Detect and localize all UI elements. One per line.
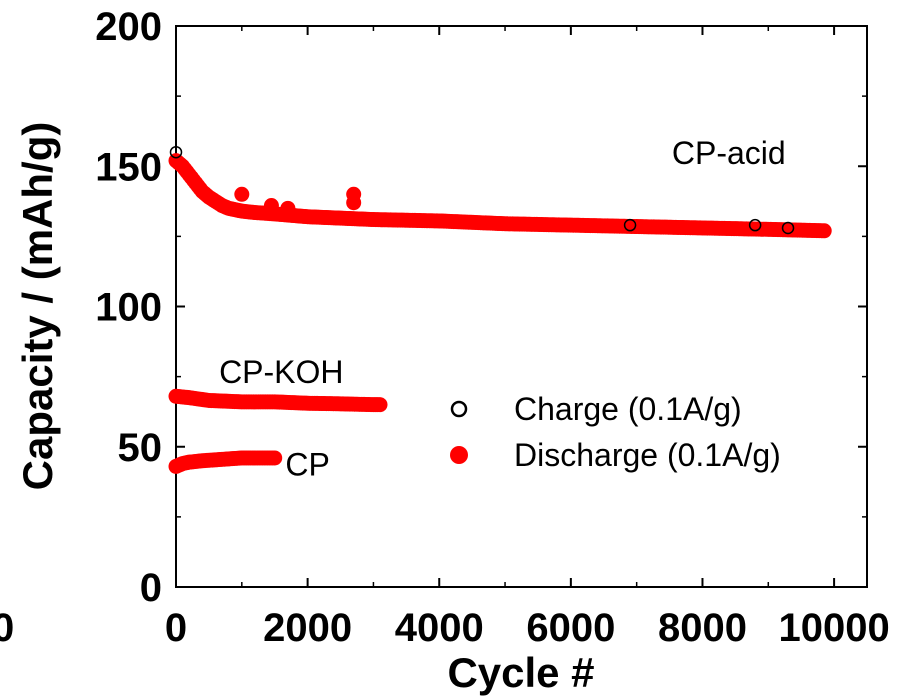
discharge-outlier-point: [234, 186, 250, 202]
series-layer: [168, 153, 832, 474]
y-tick-label: 0: [140, 566, 162, 610]
legend-charge-label: Charge (0.1A/g): [514, 391, 742, 427]
discharge-point: [372, 397, 388, 413]
charge-point: [169, 145, 183, 159]
legend-discharge-label: Discharge (0.1A/g): [514, 437, 781, 473]
y-tick-label: 50: [118, 426, 163, 470]
x-axis-title: Cycle #: [447, 649, 594, 696]
discharge-point: [267, 450, 283, 466]
discharge-outlier-point: [280, 200, 296, 216]
x-tick-label: 6000: [526, 606, 615, 650]
y-axis-title: Capacity / (mAh/g): [14, 122, 61, 491]
y-tick-label: 150: [95, 145, 162, 189]
annotations: CP-acid CP-KOH CP: [219, 135, 786, 482]
discharge-outlier-point: [263, 198, 279, 214]
plot-frame: [175, 25, 868, 588]
legend-charge-marker: [450, 400, 468, 418]
annotation-cp-acid: CP-acid: [672, 135, 786, 171]
series-cp: [168, 450, 283, 474]
annotation-cp-koh: CP-KOH: [219, 354, 343, 390]
series-cp-koh: [168, 388, 388, 413]
clipped-left-label: 0: [0, 606, 14, 650]
charge-point: [748, 218, 762, 232]
y-ticks: 0 50 100 150 200: [95, 5, 867, 610]
legend-discharge-marker: [450, 446, 468, 464]
charge-point: [623, 218, 637, 232]
x-tick-label: 8000: [658, 606, 747, 650]
x-tick-label: 0: [165, 606, 187, 650]
y-tick-label: 200: [95, 5, 162, 49]
x-ticks: 0 2000 4000 6000 8000 10000: [165, 26, 890, 650]
series-cp-acid: [168, 153, 832, 239]
annotation-cp: CP: [285, 447, 329, 483]
charge-point: [781, 221, 795, 235]
x-tick-label: 10000: [778, 606, 889, 650]
charge-layer: [169, 145, 795, 235]
x-tick-label: 4000: [395, 606, 484, 650]
y-tick-label: 100: [95, 286, 162, 330]
discharge-point: [816, 223, 832, 239]
x-tick-label: 2000: [263, 606, 352, 650]
legend: Charge (0.1A/g) Discharge (0.1A/g): [450, 391, 781, 473]
discharge-outlier-point: [346, 195, 362, 211]
